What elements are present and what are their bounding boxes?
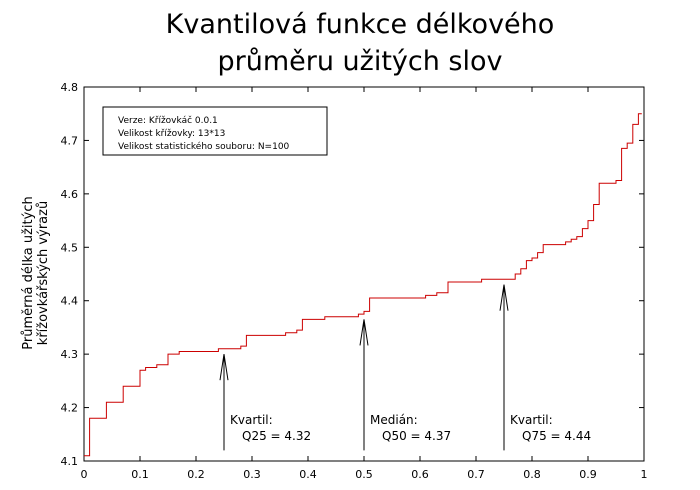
y-tick-label: 4.7: [61, 134, 79, 147]
annotation-arrow: Medián: Q50 = 4.37: [359, 319, 451, 451]
legend-line-size: Velikost křížovky: 13*13: [118, 129, 225, 139]
x-tick-label: 0.5: [355, 468, 373, 481]
annotation-label-title: Kvartil:: [230, 413, 273, 427]
y-tick-label: 4.2: [61, 402, 79, 415]
legend-line-sample: Velikost statistického souboru: N=100: [118, 141, 290, 152]
chart-title-line-2: průměru užitých slov: [217, 46, 502, 77]
y-axis-label: Průměrná délka užitých křížovkářských vý…: [21, 196, 51, 349]
quantile-series-line: [84, 113, 642, 457]
annotation-label-value: Q50 = 4.37: [382, 429, 451, 443]
legend-frame: [102, 106, 328, 156]
legend-line-version: Verze: Křížovkáč 0.0.1: [118, 115, 218, 126]
axis-ticks: 0 0.1 0.2 0.3 0.4 0.5 0.6 0.7 0.8 0.9 1 4.1 4.2 4.3 4.…: [61, 81, 648, 481]
chart-title-line-1: Kvantilová funkce délkového: [166, 9, 555, 40]
x-tick-label: 0: [81, 468, 88, 481]
x-tick-label: 0.6: [411, 468, 429, 481]
chart-title: Kvantilová funkce délkového průměru užit…: [166, 9, 555, 77]
annotation-label-title: Medián:: [370, 413, 418, 427]
x-tick-label: 0.9: [579, 468, 597, 481]
annotation-label-value: Q75 = 4.44: [522, 429, 591, 443]
x-tick-label: 0.3: [243, 468, 261, 481]
y-tick-label: 4.5: [61, 241, 79, 254]
y-axis-label-line-2: křížovkářských výrazů: [36, 201, 51, 345]
annotation-arrow: Kvartil: Q75 = 4.44: [499, 284, 591, 451]
y-axis-label-line-1: Průměrná délka užitých: [21, 196, 36, 349]
y-tick-label: 4.4: [61, 295, 79, 308]
y-tick-label: 4.8: [61, 81, 79, 94]
y-tick-label: 4.3: [61, 348, 79, 361]
x-tick-label: 0.1: [131, 468, 149, 481]
y-tick-label: 4.6: [61, 188, 79, 201]
annotation-label-value: Q25 = 4.32: [242, 429, 311, 443]
x-tick-label: 1: [641, 468, 648, 481]
legend-box: Verze: Křížovkáč 0.0.1 Velikost křížovky…: [102, 106, 328, 156]
x-tick-label: 0.2: [187, 468, 205, 481]
x-tick-label: 0.4: [299, 468, 317, 481]
annotation-label-title: Kvartil:: [510, 413, 553, 427]
annotations: Kvartil: Q25 = 4.32 Medián: Q50 = 4.37 Kvart…: [219, 284, 591, 451]
x-tick-label: 0.7: [467, 468, 485, 481]
x-tick-label: 0.8: [523, 468, 541, 481]
y-tick-label: 4.1: [61, 455, 79, 468]
annotation-arrow: Kvartil: Q25 = 4.32: [219, 354, 311, 451]
